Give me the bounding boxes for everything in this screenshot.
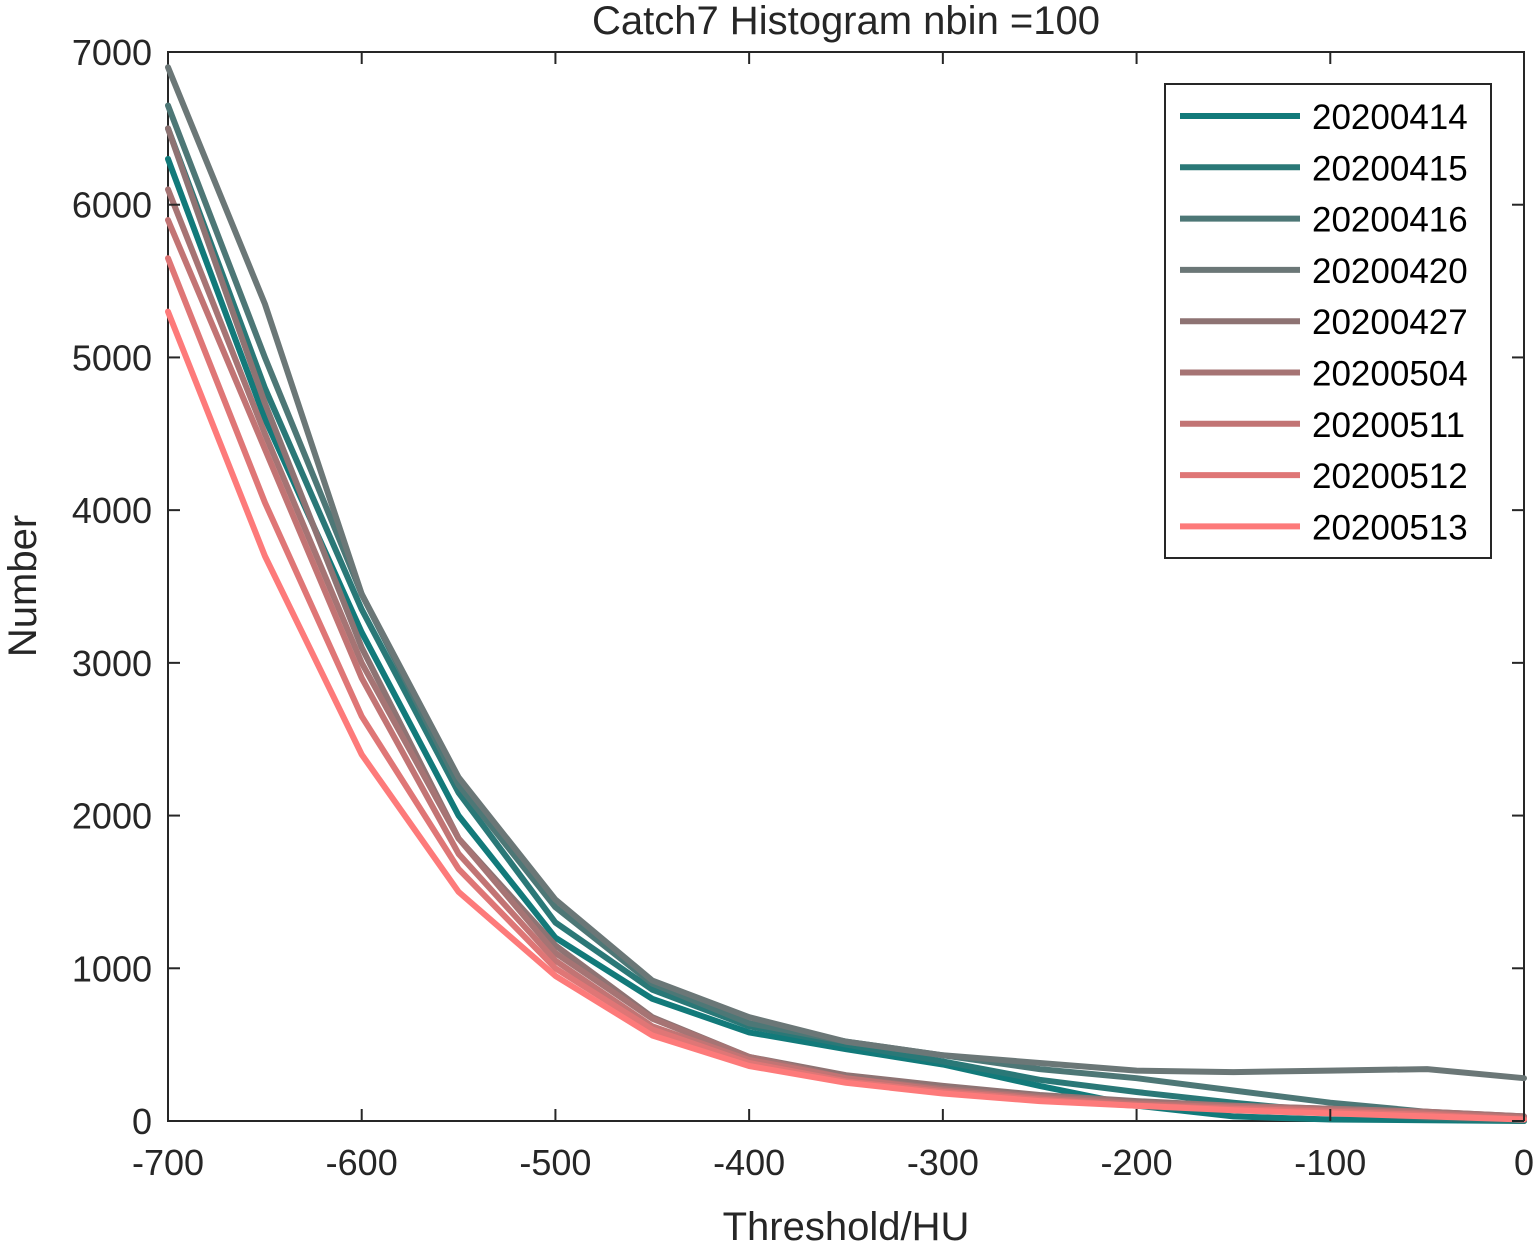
series-line-20200420: [165, 64, 1527, 1082]
y-tick-label: 2000: [72, 796, 152, 837]
series-layer: [165, 64, 1527, 1124]
y-tick-label: 4000: [72, 490, 152, 531]
legend-label: 20200420: [1312, 252, 1468, 291]
y-tick-label: 1000: [72, 948, 152, 989]
legend: 20200414 20200415 20200416 20200420 20200427…: [1164, 83, 1492, 559]
x-axis: -700 -600 -500 -400 -300 -200 -100 0: [132, 52, 1534, 1183]
x-tick-label: -400: [713, 1142, 785, 1183]
y-tick-label: 5000: [72, 337, 152, 378]
x-tick-label: -700: [132, 1142, 204, 1183]
x-tick-label: -100: [1294, 1142, 1366, 1183]
legend-label: 20200513: [1312, 508, 1468, 547]
legend-label: 20200511: [1312, 406, 1465, 445]
legend-label: 20200415: [1312, 149, 1468, 188]
legend-label: 20200427: [1312, 303, 1468, 342]
x-axis-label: Threshold/HU: [723, 1205, 970, 1244]
series-line-20200414: [165, 155, 1527, 1124]
x-tick-label: 0: [1514, 1142, 1534, 1183]
legend-label: 20200414: [1312, 98, 1468, 137]
y-tick-label: 7000: [72, 32, 152, 73]
series-line-20200513: [165, 308, 1527, 1123]
legend-label: 20200504: [1312, 355, 1468, 394]
y-tick-label: 6000: [72, 185, 152, 226]
x-tick-label: -300: [907, 1142, 979, 1183]
y-axis-label: Number: [1, 515, 45, 657]
x-tick-label: -200: [1101, 1142, 1173, 1183]
y-axis: 0 1000 2000 3000 4000 5000 6000 7000: [72, 32, 1524, 1142]
legend-items: 20200414 20200415 20200416 20200420 20200427…: [1180, 98, 1468, 547]
x-tick-label: -600: [326, 1142, 398, 1183]
legend-label: 20200512: [1312, 457, 1468, 496]
chart-title: Catch7 Histogram nbin =100: [592, 0, 1100, 43]
y-tick-label: 3000: [72, 643, 152, 684]
legend-label: 20200416: [1312, 201, 1468, 240]
y-tick-label: 0: [132, 1101, 152, 1142]
x-tick-label: -500: [519, 1142, 591, 1183]
